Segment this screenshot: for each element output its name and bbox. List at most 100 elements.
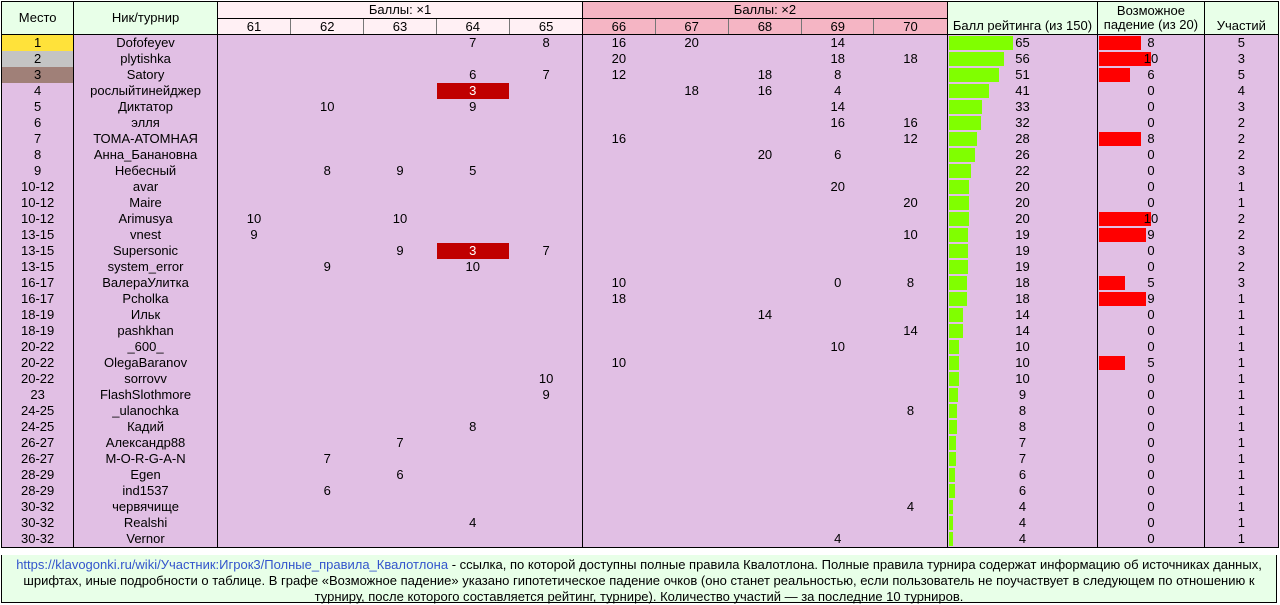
drop-cell: 8 <box>1097 131 1205 147</box>
drop-cell: 0 <box>1097 387 1205 403</box>
score-cell <box>873 419 948 435</box>
drop-cell: 0 <box>1097 483 1205 499</box>
rules-link[interactable]: https://klavogonki.ru/wiki/Участник:Игро… <box>16 557 449 572</box>
rating-bar <box>948 100 982 114</box>
rating-value: 9 <box>1018 387 1027 402</box>
score-cell: 9 <box>508 387 584 403</box>
table-row: 5 Диктатор 10 9 14 33 0 3 <box>0 99 1280 115</box>
rating-cell: 7 <box>946 435 1099 451</box>
rating-value: 20 <box>1015 179 1030 194</box>
score-cell <box>508 83 584 99</box>
score-cell <box>873 259 948 275</box>
nick-cell: Pcholka <box>73 291 218 307</box>
score-cell <box>654 227 729 243</box>
rating-bar <box>948 244 968 258</box>
drop-value: 0 <box>1147 531 1155 546</box>
score-cell <box>363 34 437 51</box>
score-cell <box>727 99 802 115</box>
score-cell <box>290 291 364 307</box>
score-cell <box>290 403 364 419</box>
score-cell: 12 <box>873 131 948 147</box>
nick-cell: Realshi <box>73 515 218 531</box>
rating-cell: 6 <box>946 467 1099 483</box>
score-cell <box>363 355 437 371</box>
score-cell <box>801 515 874 531</box>
drop-value: 0 <box>1147 259 1155 274</box>
rating-cell: 22 <box>946 163 1099 179</box>
table-row: 10-12 Maire 20 20 0 1 <box>0 195 1280 211</box>
table-row: 28-29 Egen 6 6 0 1 <box>0 467 1280 483</box>
drop-value: 9 <box>1147 227 1155 242</box>
nick-cell: Анна_Банановна <box>73 147 218 163</box>
drop-cell: 0 <box>1097 451 1205 467</box>
score-cell <box>654 387 729 403</box>
score-cell: 20 <box>801 179 874 195</box>
place-cell: 4 <box>0 83 75 99</box>
score-cell <box>216 307 291 323</box>
drop-cell: 0 <box>1097 419 1205 435</box>
score-cell <box>582 403 656 419</box>
score-cell: 10 <box>290 99 364 115</box>
drop-cell: 0 <box>1097 243 1205 259</box>
score-cell <box>582 99 656 115</box>
tournament-header-63: 63 <box>363 18 437 35</box>
score-cell: 16 <box>727 83 802 99</box>
drop-value: 10 <box>1143 211 1159 226</box>
rating-value: 10 <box>1015 339 1030 354</box>
drop-value: 0 <box>1147 371 1155 386</box>
score-cell <box>801 419 874 435</box>
table-row: 20-22 OlegaBaranov 10 10 5 1 <box>0 355 1280 371</box>
nick-cell: червячище <box>73 499 218 515</box>
score-cell <box>801 387 874 403</box>
score-cell <box>727 243 802 259</box>
participations-cell: 2 <box>1203 227 1280 243</box>
score-cell <box>508 227 584 243</box>
tournament-header-67: 67 <box>654 18 729 35</box>
rating-bar <box>948 404 957 418</box>
drop-value: 0 <box>1147 451 1155 466</box>
score-cell <box>654 115 729 131</box>
rating-cell: 14 <box>946 307 1099 323</box>
place-cell: 30-32 <box>0 531 75 548</box>
score-cell <box>801 291 874 307</box>
score-cell <box>873 163 948 179</box>
drop-cell: 0 <box>1097 259 1205 275</box>
place-cell: 2 <box>0 51 75 67</box>
score-cell <box>290 34 364 51</box>
score-cell: 14 <box>801 99 874 115</box>
score-cell: 18 <box>727 67 802 83</box>
score-cell <box>508 499 584 515</box>
score-cell <box>654 307 729 323</box>
score-cell <box>508 419 584 435</box>
score-cell <box>727 163 802 179</box>
score-cell <box>727 275 802 291</box>
score-cell: 4 <box>801 531 874 548</box>
tournament-header-68: 68 <box>727 18 802 35</box>
drop-cell: 6 <box>1097 67 1205 83</box>
score-cell: 16 <box>873 115 948 131</box>
nick-cell: Supersonic <box>73 243 218 259</box>
place-cell: 10-12 <box>0 195 75 211</box>
drop-cell: 0 <box>1097 179 1205 195</box>
score-cell: 10 <box>801 339 874 355</box>
score-cell <box>654 51 729 67</box>
score-cell <box>801 211 874 227</box>
rating-value: 41 <box>1015 83 1030 98</box>
score-cell: 12 <box>582 67 656 83</box>
place-cell: 13-15 <box>0 243 75 259</box>
table-row: 24-25 Кадий 8 8 0 1 <box>0 419 1280 435</box>
participations-cell: 1 <box>1203 307 1280 323</box>
table-row: 7 ТОМА-АТОМНАЯ 16 12 28 8 2 <box>0 131 1280 147</box>
nick-cell: OlegaBaranov <box>73 355 218 371</box>
score-cell <box>801 227 874 243</box>
score-cell <box>873 99 948 115</box>
score-cell <box>801 243 874 259</box>
score-cell: 4 <box>435 515 510 531</box>
score-cell <box>873 211 948 227</box>
score-cell <box>508 307 584 323</box>
score-cell <box>290 147 364 163</box>
rating-value: 56 <box>1015 51 1030 66</box>
score-cell: 7 <box>363 435 437 451</box>
participations-cell: 1 <box>1203 531 1280 548</box>
score-cell <box>801 195 874 211</box>
